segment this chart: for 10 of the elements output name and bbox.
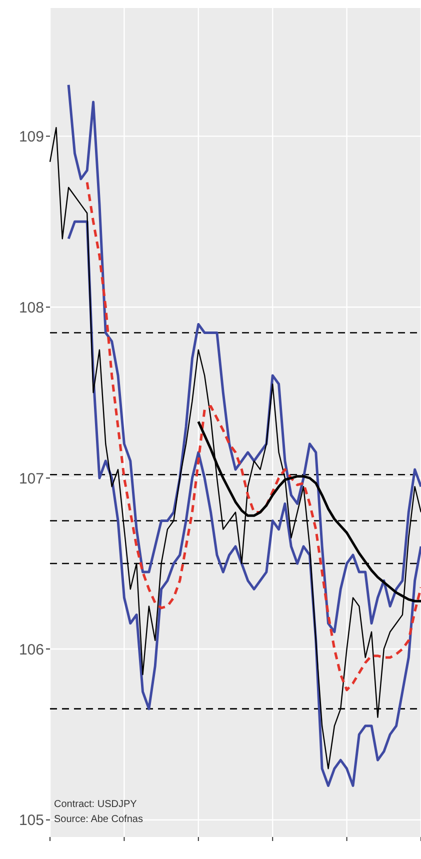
line-series (49, 127, 421, 770)
annotation: Source: Abe Cofnas (54, 813, 143, 827)
y-tick-label: 107 (18, 470, 44, 488)
annotation: Contract: USDJPY (54, 798, 138, 812)
y-tick-label: 105 (18, 812, 44, 830)
y-tick-label: 108 (18, 299, 44, 316)
y-tick-label: 106 (18, 641, 44, 658)
line-series (67, 84, 421, 634)
y-tick-label: 109 (18, 128, 44, 146)
line-series (86, 181, 421, 692)
